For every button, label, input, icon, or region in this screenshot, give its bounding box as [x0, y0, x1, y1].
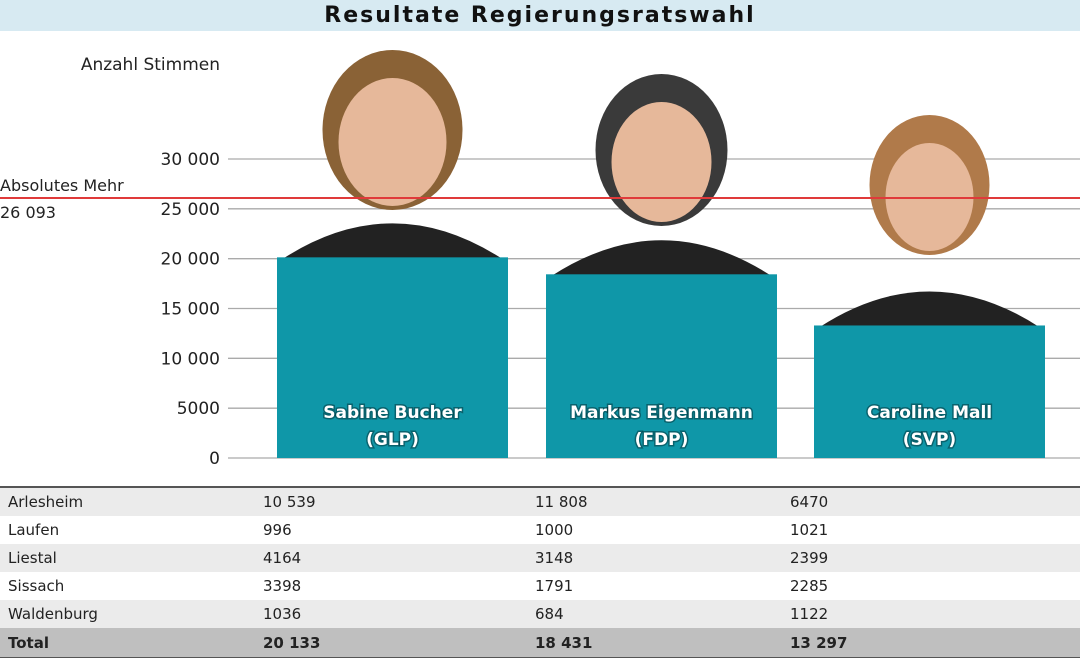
vote-count: 3148	[535, 549, 574, 567]
vote-count: 13 297	[790, 633, 848, 652]
bar-label: (FDP)	[635, 430, 689, 450]
portrait-face	[338, 78, 447, 206]
vote-count: 3398	[263, 577, 302, 595]
portrait-face	[611, 102, 712, 222]
vote-count: 6470	[790, 493, 829, 511]
bar-chart: Anzahl Stimmen 0 5000 10 000 15 000 20 000 25 …	[0, 50, 1080, 469]
portrait-shoulders	[282, 223, 503, 260]
table-total-row: Total 20 133 18 431 13 297	[0, 628, 1080, 657]
table-row: Laufen 996 1000 1021	[0, 516, 1080, 544]
vote-count: 20 133	[263, 633, 321, 652]
bar-label: Caroline Mall	[867, 403, 992, 423]
vote-count: 2399	[790, 549, 829, 567]
bar	[814, 325, 1045, 458]
title-bar: Resultate Regierungsratswahl	[0, 0, 1080, 31]
results-table: Arlesheim 10 539 11 808 6470 Laufen 996 1000 10…	[0, 486, 1080, 658]
y-tick-label: 30 000	[161, 150, 220, 170]
y-tick-label: 25 000	[161, 200, 220, 220]
district-name: Total	[8, 633, 49, 652]
bar	[546, 274, 777, 458]
y-tick-label: 20 000	[161, 250, 220, 270]
district-name: Liestal	[8, 549, 57, 567]
portrait-shoulders	[551, 240, 772, 277]
vote-count: 1036	[263, 605, 302, 623]
vote-count: 684	[535, 605, 564, 623]
y-tick-label: 10 000	[161, 349, 220, 369]
y-tick-label: 15 000	[161, 300, 220, 320]
district-name: Waldenburg	[8, 605, 98, 623]
portrait-shoulders	[819, 291, 1040, 328]
reference-value: 26 093	[0, 203, 56, 222]
vote-count: 1000	[535, 521, 574, 539]
table-row: Liestal 4164 3148 2399	[0, 544, 1080, 572]
district-name: Sissach	[8, 577, 65, 595]
vote-count: 996	[263, 521, 292, 539]
bar-label: Markus Eigenmann	[570, 403, 753, 423]
table-row: Sissach 3398 1791 2285	[0, 572, 1080, 600]
chart-title: Resultate Regierungsratswahl	[324, 3, 756, 28]
vote-count: 1122	[790, 605, 829, 623]
district-name: Laufen	[8, 521, 60, 539]
table-row: Arlesheim 10 539 11 808 6470	[0, 488, 1080, 516]
vote-count: 1791	[535, 577, 574, 595]
y-tick-label: 0	[209, 449, 220, 469]
district-name: Arlesheim	[8, 493, 84, 511]
bar	[277, 257, 508, 458]
vote-count: 11 808	[535, 493, 588, 511]
reference-label: Absolutes Mehr	[0, 176, 124, 195]
bar-label: Sabine Bucher	[323, 403, 462, 423]
bar-label: (SVP)	[903, 430, 956, 450]
y-tick-label: 5000	[177, 399, 220, 419]
table-row: Waldenburg 1036 684 1122	[0, 600, 1080, 628]
y-axis-label: Anzahl Stimmen	[81, 55, 220, 75]
vote-count: 4164	[263, 549, 302, 567]
vote-count: 18 431	[535, 633, 593, 652]
bar-label: (GLP)	[366, 430, 419, 450]
vote-count: 10 539	[263, 493, 316, 511]
vote-count: 2285	[790, 577, 829, 595]
vote-count: 1021	[790, 521, 829, 539]
